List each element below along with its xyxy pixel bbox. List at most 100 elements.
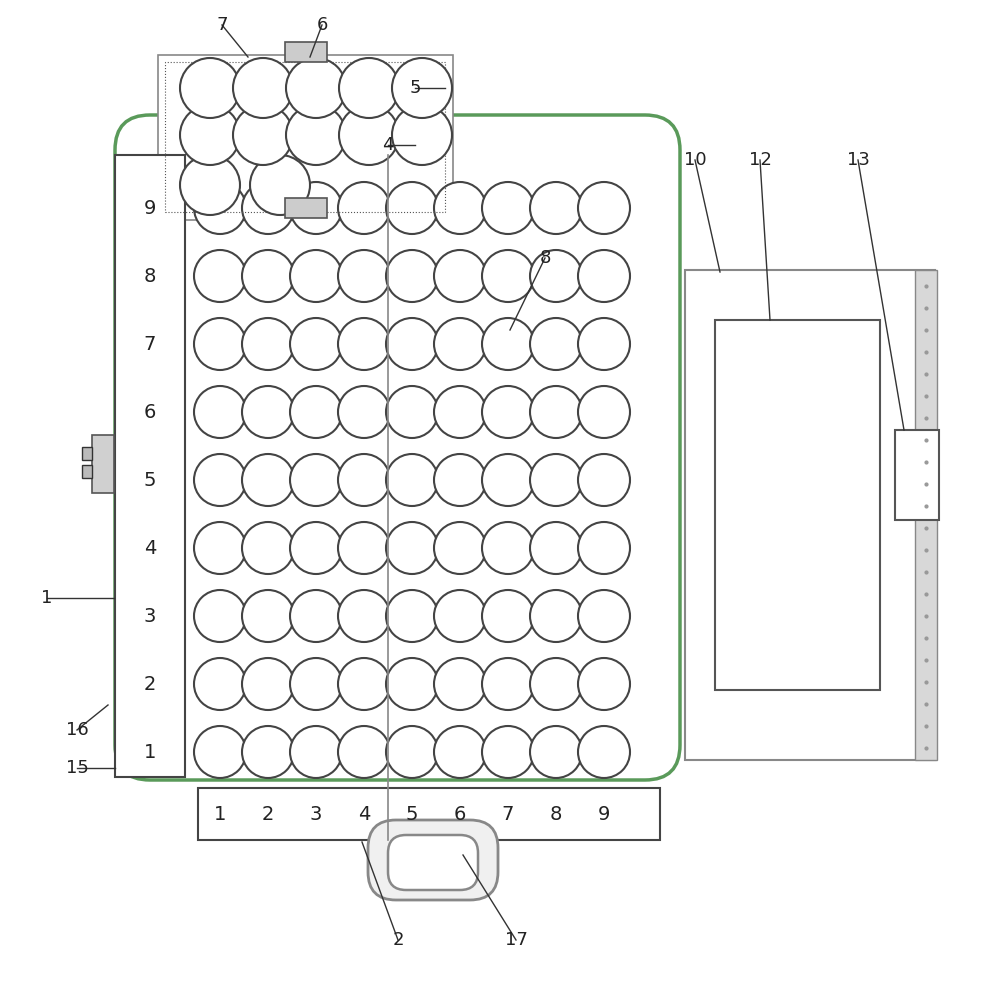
Bar [198,788,660,840]
Circle shape [392,105,452,165]
Circle shape [338,386,390,438]
Circle shape [339,58,399,118]
Circle shape [386,658,438,710]
Circle shape [194,658,246,710]
Circle shape [386,522,438,574]
Text: 1: 1 [41,589,53,607]
Bar [165,62,445,212]
Circle shape [290,318,342,370]
Circle shape [194,182,246,234]
Circle shape [482,522,534,574]
Circle shape [482,454,534,506]
Circle shape [386,386,438,438]
Circle shape [242,590,294,642]
FancyBboxPatch shape [388,835,478,890]
Bar [895,430,939,520]
Circle shape [194,590,246,642]
Circle shape [482,726,534,778]
Text: 12: 12 [749,151,771,169]
Circle shape [386,454,438,506]
Circle shape [530,318,582,370]
Circle shape [180,105,240,165]
Circle shape [338,590,390,642]
Circle shape [338,318,390,370]
Bar [285,198,327,218]
Text: 16: 16 [66,721,88,739]
Circle shape [194,454,246,506]
Circle shape [194,522,246,574]
Circle shape [530,658,582,710]
Bar [82,447,92,460]
Circle shape [578,318,630,370]
Text: 13: 13 [847,151,869,169]
Circle shape [482,658,534,710]
Circle shape [290,590,342,642]
Text: 2: 2 [392,931,404,949]
Circle shape [338,250,390,302]
Text: 5: 5 [409,79,421,97]
Text: 2: 2 [262,805,274,824]
Circle shape [578,386,630,438]
Text: 8: 8 [539,249,551,267]
Bar [92,435,114,493]
Circle shape [338,454,390,506]
Circle shape [242,386,294,438]
Circle shape [392,58,452,118]
Text: 6: 6 [454,805,466,824]
Bar [715,320,880,690]
Circle shape [434,590,486,642]
Circle shape [250,155,310,215]
Text: 5: 5 [144,470,156,489]
Circle shape [434,454,486,506]
Text: 4: 4 [358,805,370,824]
Bar [82,465,92,478]
Circle shape [482,250,534,302]
Text: 5: 5 [406,805,418,824]
Bar [915,270,937,760]
Bar [685,270,935,760]
Text: 3: 3 [144,606,156,626]
Circle shape [290,182,342,234]
Circle shape [339,105,399,165]
Circle shape [434,386,486,438]
Text: 8: 8 [550,805,562,824]
Circle shape [434,658,486,710]
Text: 2: 2 [144,674,156,694]
Circle shape [578,454,630,506]
Text: 17: 17 [505,931,527,949]
Text: 8: 8 [144,267,156,285]
Text: 7: 7 [502,805,514,824]
Circle shape [242,454,294,506]
Circle shape [386,182,438,234]
Circle shape [286,58,346,118]
Bar [115,155,185,777]
Circle shape [386,590,438,642]
Circle shape [578,658,630,710]
Circle shape [338,726,390,778]
Circle shape [530,522,582,574]
Text: 1: 1 [144,743,156,762]
Circle shape [530,454,582,506]
Circle shape [578,726,630,778]
Circle shape [578,522,630,574]
Circle shape [194,318,246,370]
Circle shape [242,658,294,710]
Circle shape [482,318,534,370]
Circle shape [233,58,293,118]
Circle shape [434,522,486,574]
Circle shape [530,726,582,778]
Text: 6: 6 [316,16,328,34]
Circle shape [482,590,534,642]
Circle shape [194,726,246,778]
Circle shape [530,250,582,302]
Circle shape [290,250,342,302]
Text: 10: 10 [684,151,706,169]
Circle shape [194,386,246,438]
Circle shape [242,522,294,574]
Circle shape [338,522,390,574]
Circle shape [434,318,486,370]
Circle shape [386,318,438,370]
Text: 9: 9 [144,199,156,217]
Circle shape [482,182,534,234]
Circle shape [290,658,342,710]
